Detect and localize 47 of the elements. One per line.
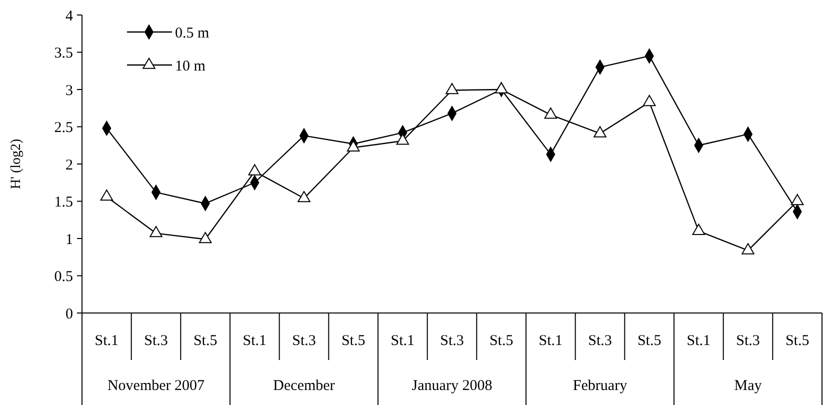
- y-tick-label: 0: [66, 306, 73, 322]
- x-tick-label: St.5: [785, 333, 810, 349]
- x-tick-label: St.5: [489, 333, 514, 349]
- point: [544, 108, 558, 119]
- text: December: [273, 378, 335, 394]
- x-tick-label: St.1: [242, 333, 267, 349]
- y-tick-label: 3.5: [54, 46, 73, 62]
- y-tick-label: 3: [66, 82, 73, 99]
- point: [150, 226, 162, 238]
- x-tick-label: St.1: [94, 333, 119, 349]
- point: [100, 189, 114, 201]
- text: February: [572, 378, 628, 394]
- x-tick-label: St.1: [390, 333, 415, 349]
- y-tick-label: 1.5: [54, 194, 73, 210]
- x-tick-label: St.3: [736, 333, 760, 349]
- y-tick-label: 2.5: [54, 120, 73, 136]
- point: [494, 82, 508, 94]
- x-tick-label: St.5: [341, 333, 366, 349]
- point: [742, 243, 754, 254]
- x-tick-label: St.3: [144, 333, 168, 349]
- x-tick-label: St.1: [686, 333, 711, 349]
- point: [594, 126, 606, 138]
- point: [346, 140, 360, 152]
- point: [298, 190, 310, 202]
- x-tick-label: St.3: [292, 333, 316, 349]
- y-tick-label: 2: [66, 157, 73, 174]
- x-tick-label: St.1: [538, 333, 563, 349]
- y-tick-label: 0.5: [54, 269, 73, 285]
- point: [198, 232, 212, 244]
- point: [446, 82, 458, 94]
- point: [396, 134, 410, 145]
- legend-label: 10 m: [175, 58, 206, 74]
- x-tick-label: St.5: [637, 333, 662, 349]
- x-tick-label: St.5: [193, 333, 218, 349]
- point: [248, 164, 262, 176]
- y-tick-label: 1: [66, 232, 73, 248]
- x-tick-label: St.3: [588, 333, 612, 349]
- text: January 2008: [412, 378, 492, 394]
- legend-label: 0.5 m: [175, 25, 210, 42]
- point: [790, 194, 804, 206]
- point: [692, 224, 706, 235]
- text: May: [734, 378, 762, 394]
- y-tick-label: 4: [66, 8, 74, 24]
- text: November 2007: [107, 378, 206, 394]
- x-tick-label: St.3: [440, 333, 464, 349]
- y-axis-title: H' (log2): [9, 138, 24, 190]
- point: [642, 94, 656, 106]
